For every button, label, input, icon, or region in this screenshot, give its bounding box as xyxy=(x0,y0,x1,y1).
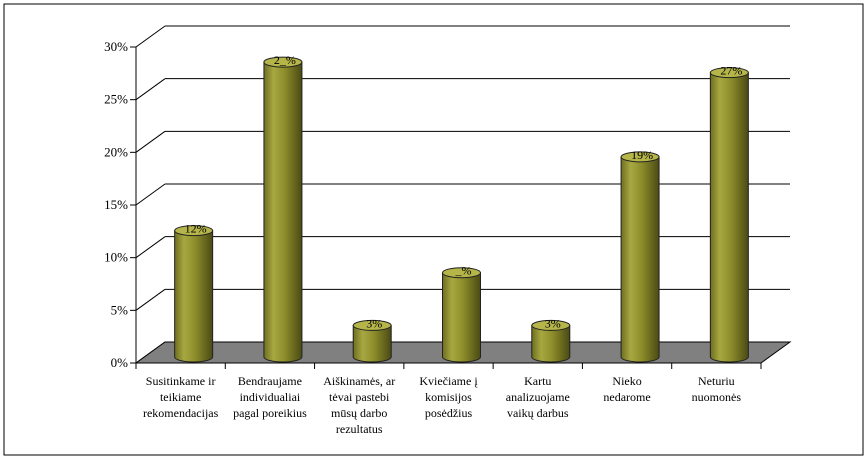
category-label: Kartu xyxy=(524,374,551,388)
category-label: tėvai pastebi xyxy=(329,390,390,404)
category-label: nedarome xyxy=(603,390,650,404)
bar-top xyxy=(709,67,749,79)
category-label: Kviečiame į xyxy=(419,374,478,388)
bars-layer xyxy=(174,56,749,363)
y-tick-label: 25% xyxy=(104,92,128,107)
bar-top xyxy=(263,56,303,68)
labels-layer: 12% Susitinkame ir teikiame rekomendacijas 2… xyxy=(143,53,742,436)
category-label: posėdžius xyxy=(425,406,473,420)
category-label: Aiškinamės, ar xyxy=(323,374,395,388)
data-label: 27% xyxy=(720,64,742,78)
y-tick-label: 30% xyxy=(104,39,128,54)
bar-top xyxy=(531,319,571,331)
category-label: vaikų darbus xyxy=(507,406,569,420)
data-label: _% xyxy=(455,264,472,278)
bar-top xyxy=(174,225,214,237)
bar-body xyxy=(620,156,660,363)
bar xyxy=(442,267,481,363)
wall-gridline xyxy=(135,78,166,101)
bar-top xyxy=(620,151,660,163)
y-tick-label: 15% xyxy=(104,197,128,212)
bar xyxy=(174,225,214,363)
bar xyxy=(263,56,303,363)
data-label: 3% xyxy=(366,316,382,330)
y-tick-label: 10% xyxy=(104,250,128,265)
y-tick-label: 0% xyxy=(111,355,129,370)
wall-gridline xyxy=(135,130,166,153)
bar-body xyxy=(263,61,303,363)
data-label: 12% xyxy=(185,222,207,236)
category-label: komisijos xyxy=(425,390,472,404)
category-label: analizuojame xyxy=(506,390,570,404)
category-label: rekomendacijas xyxy=(143,406,219,420)
data-label: 2_% xyxy=(274,53,296,67)
data-label: 19% xyxy=(631,148,653,162)
category-label: Neturiu xyxy=(698,374,735,388)
category-label: mūsų darbo xyxy=(331,406,387,420)
bar-body xyxy=(709,72,749,363)
data-label: 3% xyxy=(545,316,561,330)
bar xyxy=(352,319,392,363)
bar-body xyxy=(352,324,392,363)
chart-frame xyxy=(3,3,864,456)
wall-gridline xyxy=(135,25,166,48)
wall-gridline xyxy=(135,288,166,311)
bar xyxy=(620,151,660,363)
category-label: Nieko xyxy=(612,374,641,388)
category-label: nuomonės xyxy=(692,390,742,404)
category-label: pagal poreikius xyxy=(233,406,307,420)
bar xyxy=(709,67,749,363)
bar-top xyxy=(352,319,392,331)
category-label: Bendraujame xyxy=(238,374,302,388)
y-tick-label: 5% xyxy=(111,302,129,317)
bar-top xyxy=(442,267,481,279)
category-label: rezultatus xyxy=(336,422,383,436)
wall-gridline xyxy=(135,183,166,206)
category-label: individualiai xyxy=(240,390,301,404)
bar-body xyxy=(442,272,481,363)
y-tick-label: 20% xyxy=(104,144,128,159)
category-label: teikiame xyxy=(160,390,201,404)
bar xyxy=(531,319,571,363)
category-label: Susitinkame ir xyxy=(146,374,216,388)
wall-gridline xyxy=(135,236,166,259)
bar-body xyxy=(531,324,571,363)
bar-body xyxy=(174,230,214,363)
